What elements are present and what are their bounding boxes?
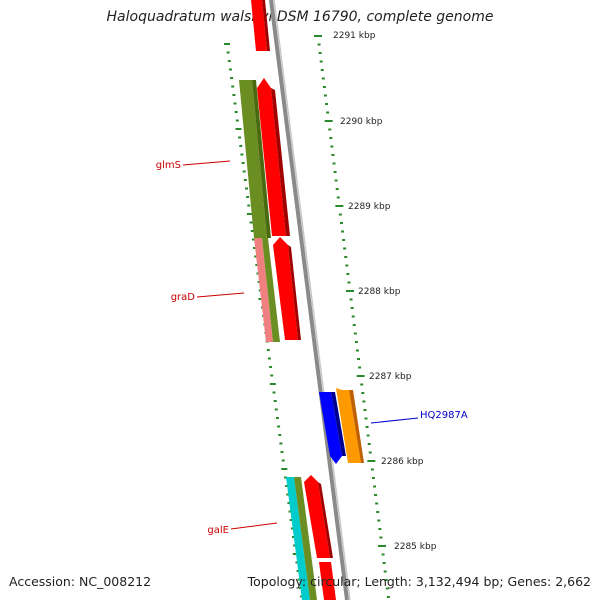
kbp-label: 2287 kbp <box>369 372 412 382</box>
hq2987a-leader <box>370 417 419 424</box>
kbp-label: 2288 kbp <box>358 287 401 297</box>
topology-text: Topology: circular; Length: 3,132,494 bp… <box>247 574 591 589</box>
kbp-label: 2290 kbp <box>340 117 383 127</box>
glms-leader <box>182 160 231 166</box>
kbp-label: 2291 kbp <box>333 31 376 41</box>
map-title: Haloquadratum walsbyi DSM 16790, complet… <box>106 9 494 25</box>
cds-feature-glms <box>257 78 286 236</box>
kbp-label: 2285 kbp <box>394 542 437 552</box>
orange-feature-shade <box>349 390 364 463</box>
glms-feature <box>239 80 267 238</box>
gale-leader <box>230 522 278 530</box>
cds-feature-glms-shade <box>271 88 290 236</box>
orange-feature <box>336 388 361 463</box>
accession-text: Accession: NC_008212 <box>9 574 152 589</box>
kbp-scale: 2291 kbp 2290 kbp 2289 kbp 2288 kbp 2287 kbp… <box>333 31 437 552</box>
gene-label-hq2987a: HQ2987A <box>420 410 468 421</box>
grad-leader <box>196 292 245 298</box>
cds-feature-bottom <box>319 562 336 600</box>
hq2987a-feature-shade <box>331 392 346 456</box>
cds-feature-top-shade <box>262 0 270 51</box>
outer-ruler <box>314 35 390 598</box>
kbp-label: 2289 kbp <box>348 202 391 212</box>
cds-feature-gale-shade <box>318 482 333 558</box>
genome-backbone <box>269 0 349 600</box>
cds-feature-grad-shade <box>288 245 301 340</box>
gale-feature-olive <box>294 477 317 600</box>
glms-feature-shade <box>252 80 271 238</box>
gale-feature-cyan <box>286 477 310 600</box>
grad-feature-olive <box>262 238 280 342</box>
hq2987a-feature <box>319 392 342 464</box>
gene-label-grad: graD <box>171 292 196 303</box>
cds-feature-top <box>251 0 267 51</box>
grad-feature <box>254 238 273 342</box>
kbp-label: 2286 kbp <box>381 457 424 467</box>
cds-feature-gale <box>304 475 330 558</box>
gene-label-glms: glmS <box>156 160 181 171</box>
cds-feature-grad <box>273 237 298 340</box>
gene-label-gale: galE <box>207 525 229 536</box>
genome-backbone-highlight <box>273 0 351 600</box>
